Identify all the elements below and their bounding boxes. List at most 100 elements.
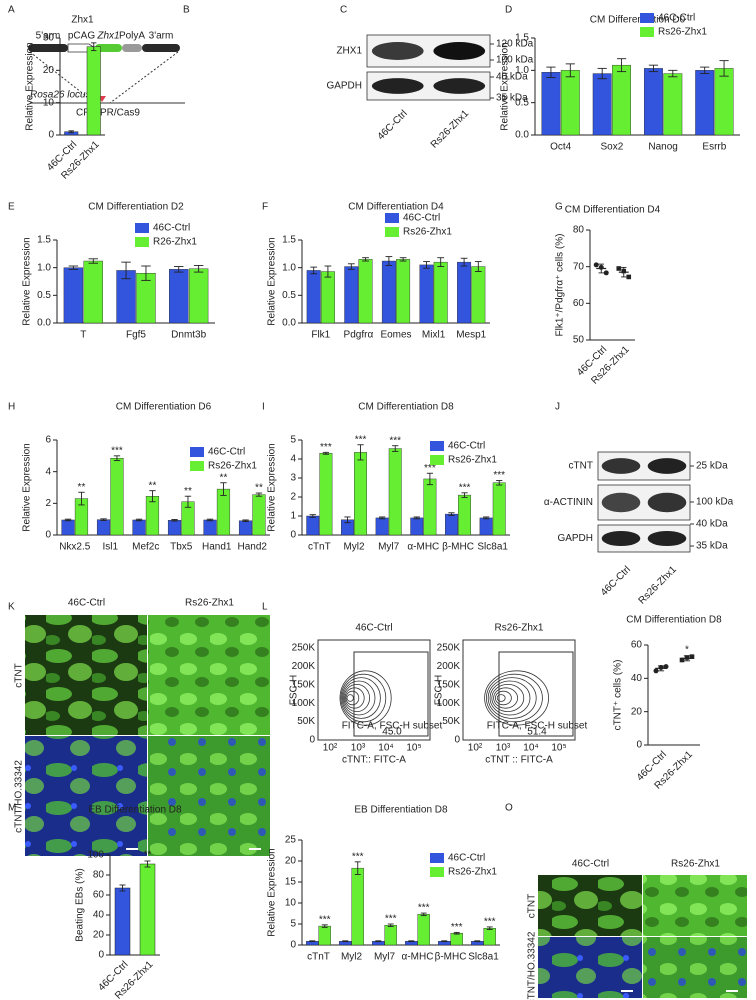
significance: *** (319, 914, 331, 925)
bar (492, 482, 506, 536)
bar (695, 70, 715, 136)
marker-label: 100 kDa (496, 55, 534, 66)
legend-swatch (385, 213, 399, 223)
x-tick-label: β-MHC (442, 542, 474, 553)
construct-segment (28, 44, 68, 52)
flow-xtick: 10² (468, 743, 483, 754)
legend-label: 46C-Ctrl (153, 223, 190, 234)
y-tick-label: 1 (290, 511, 296, 522)
x-tick-label: Myl7 (374, 952, 396, 963)
significance: ** (78, 482, 86, 493)
y-axis-label: Relative Expression (25, 42, 36, 130)
marker-label: 25 kDa (696, 461, 728, 472)
image-column-label: Rs26-Zhx1 (671, 859, 720, 870)
contour (345, 690, 360, 706)
legend-label: Rs26-Zhx1 (448, 455, 497, 466)
legend-label: 46C-Ctrl (208, 447, 245, 458)
legend-swatch (640, 27, 654, 37)
legend-swatch (640, 13, 654, 23)
marker-label: 100 kDa (696, 497, 734, 508)
bar (252, 494, 266, 536)
bar (139, 863, 156, 956)
panel-letter: I (262, 402, 265, 413)
chart-title: CM Differentiation D2 (88, 202, 184, 213)
y-tick-label: 0.0 (515, 130, 529, 141)
panel-letter: G (555, 202, 563, 213)
band-label: cTNT (569, 461, 593, 472)
x-tick-label: Mef2c (132, 542, 159, 553)
flow-ytick: 0 (454, 735, 460, 746)
x-tick-label: Mixl1 (422, 330, 446, 341)
flow-xtick: 10² (323, 743, 338, 754)
gate-label: FITC-A, FSC-H subset (487, 721, 588, 732)
legend-label: Rs26-Zhx1 (448, 867, 497, 878)
panel-letter: E (8, 202, 15, 213)
x-tick-label: Flk1 (311, 330, 330, 341)
gate-percent: 51.4 (527, 727, 547, 738)
flow-ytick: 250K (437, 643, 461, 654)
flow-ytick: 100K (437, 698, 461, 709)
construct-segment (142, 44, 180, 52)
flow-xtick: 10⁴ (378, 743, 393, 754)
x-tick-label: α-MHC (402, 952, 434, 963)
y-tick-label: 20 (93, 930, 105, 941)
legend-swatch (190, 447, 204, 457)
contour (344, 687, 365, 709)
y-tick-label: 3 (290, 473, 296, 484)
bar (458, 494, 471, 536)
flow-ylabel: FSC-H (289, 675, 300, 706)
x-tick-label: α-MHC (407, 542, 439, 553)
x-tick-label: Eomes (380, 330, 411, 341)
y-tick-label: 60 (573, 298, 585, 309)
panel-letter: K (8, 602, 15, 613)
micrograph (25, 736, 147, 856)
y-tick-label: 40 (631, 673, 643, 684)
band-label: ZHX1 (336, 46, 362, 57)
point (593, 262, 599, 268)
legend-label: R26-Zhx1 (153, 237, 197, 248)
bar (388, 448, 402, 536)
micrograph (148, 615, 270, 735)
image-row-label: cTNT (527, 894, 538, 918)
flow-ytick: 0 (309, 735, 315, 746)
chart-title: CM Differentiation D8 (358, 402, 454, 413)
contour (346, 694, 354, 702)
blot-band (433, 42, 486, 60)
gate (498, 651, 574, 737)
bar (188, 268, 209, 324)
y-tick-label: 0.5 (515, 97, 529, 108)
bar (306, 515, 320, 536)
bar (384, 925, 397, 946)
x-tick-label: Nkx2.5 (59, 542, 91, 553)
significance: *** (320, 442, 332, 453)
contour (487, 677, 537, 719)
blot-band (371, 78, 424, 94)
image-column-label: Rs26-Zhx1 (185, 598, 234, 609)
flow-title: Rs26-Zhx1 (495, 623, 544, 634)
lane-label: Rs26-Zhx1 (637, 564, 680, 607)
flow-ytick: 150K (437, 679, 461, 690)
flow-xtick: 10⁴ (523, 743, 538, 754)
x-tick-label: Isl1 (102, 542, 118, 553)
contour (339, 670, 392, 726)
x-tick-label: cTnT (308, 542, 331, 553)
blot-band (647, 492, 687, 513)
panel-letter: B (183, 5, 190, 16)
blot-band (371, 42, 424, 60)
construct-label: 5'arm (36, 31, 61, 42)
blot-band (433, 78, 486, 94)
bar (318, 925, 331, 946)
gate-label: FITC-A, FSC-H subset (342, 721, 443, 732)
micrograph (148, 736, 270, 856)
significance: *** (451, 922, 463, 933)
y-tick-label: 20 (285, 856, 297, 867)
bar (110, 458, 124, 536)
y-tick-label: 1.5 (515, 33, 529, 44)
flow-xtick: 10³ (351, 743, 366, 754)
significance: *** (352, 851, 364, 862)
y-tick-label: 60 (631, 640, 643, 651)
image-column-label: 46C-Ctrl (572, 859, 609, 870)
micrograph (643, 937, 747, 998)
x-tick-label: Slc8a1 (468, 952, 499, 963)
